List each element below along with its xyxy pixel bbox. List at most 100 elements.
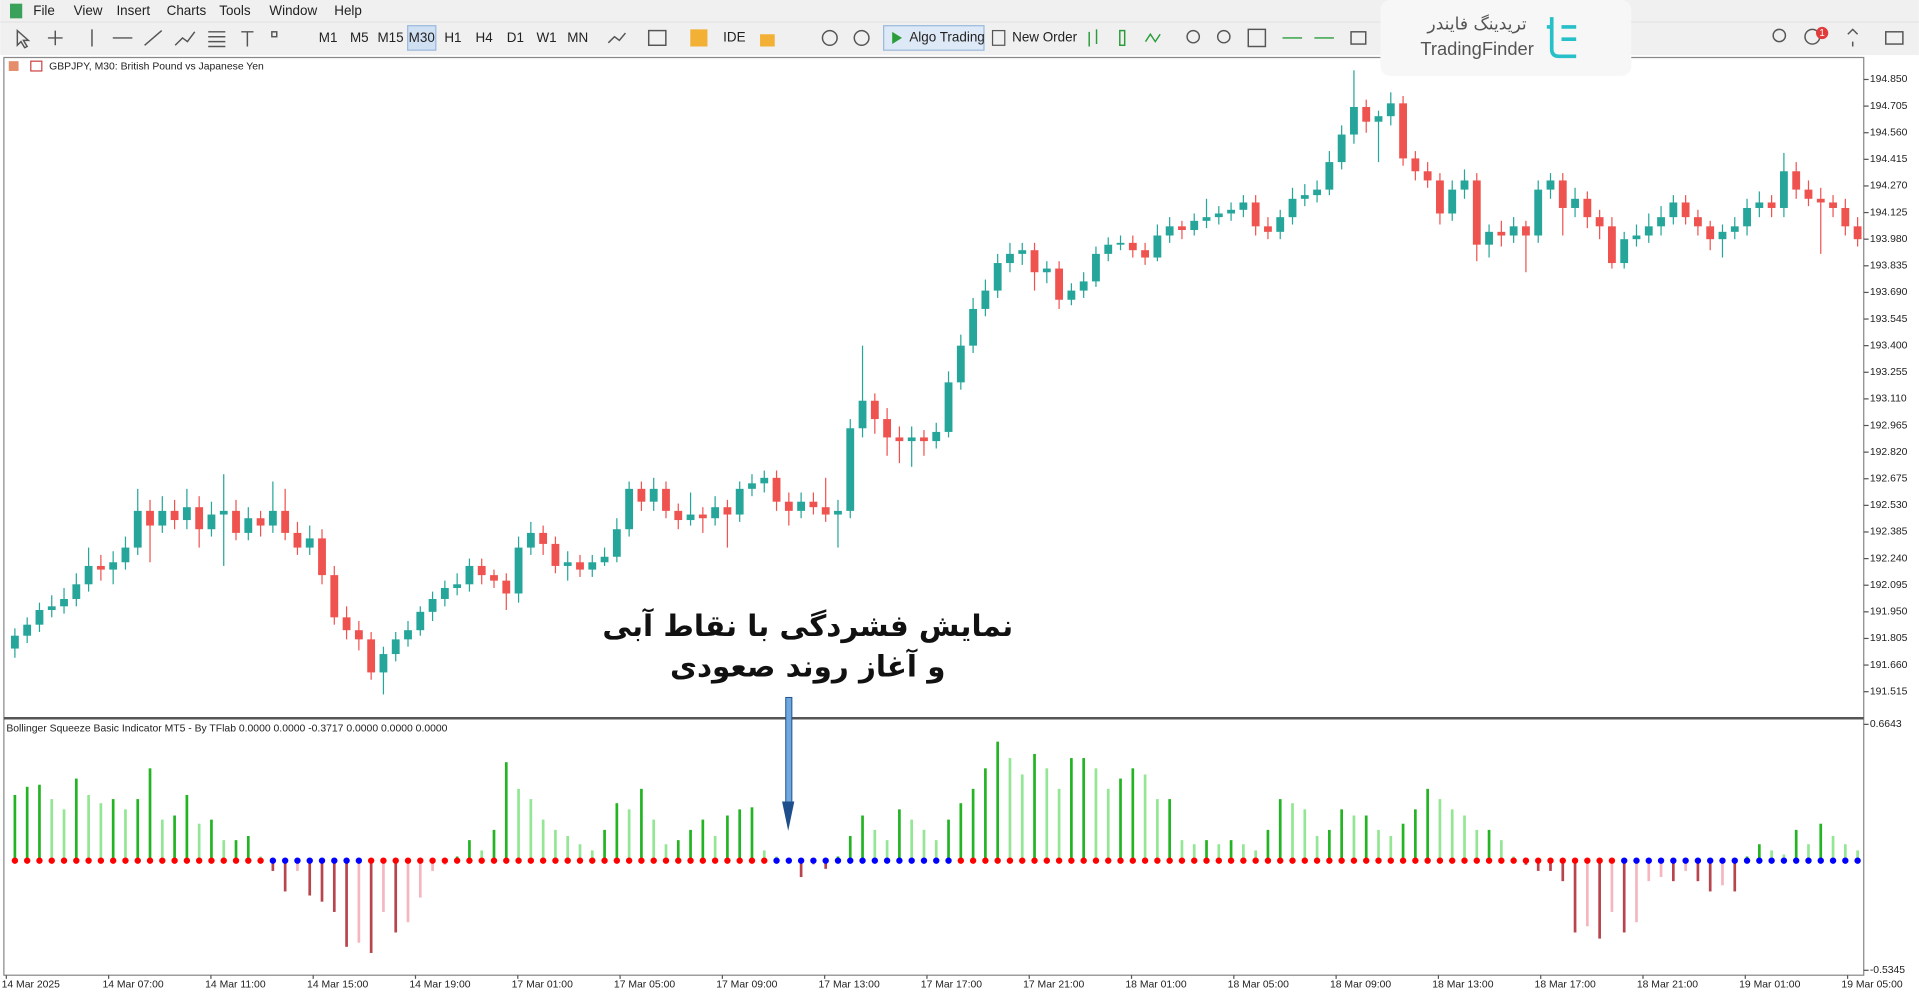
candle-body bbox=[760, 477, 769, 484]
histogram-bar bbox=[1598, 860, 1601, 939]
histogram-bar bbox=[62, 809, 66, 861]
signal-icon[interactable] bbox=[1847, 28, 1859, 47]
zoom-in-icon[interactable] bbox=[1186, 29, 1201, 44]
ide-label[interactable]: IDE bbox=[723, 29, 745, 44]
text-icon[interactable] bbox=[241, 31, 254, 47]
grid-icon[interactable] bbox=[1247, 28, 1267, 48]
candle-body bbox=[1276, 217, 1285, 232]
squeeze-dot bbox=[1080, 857, 1087, 864]
candle-body bbox=[96, 565, 105, 570]
crosshair-icon[interactable] bbox=[47, 30, 63, 46]
squeeze-dot bbox=[1375, 857, 1382, 864]
squeeze-dot bbox=[1707, 857, 1714, 864]
bars-icon[interactable] bbox=[1088, 29, 1098, 47]
market-icon[interactable] bbox=[690, 29, 708, 47]
histogram-bar bbox=[1364, 815, 1368, 861]
search-icon[interactable] bbox=[1772, 28, 1787, 43]
candle-body bbox=[1767, 202, 1776, 208]
histogram-bar bbox=[898, 809, 901, 861]
line-icon[interactable] bbox=[1144, 32, 1161, 43]
badge bbox=[1816, 26, 1829, 40]
histogram-bar bbox=[984, 768, 987, 861]
y-tick-label: 193.255 bbox=[1870, 367, 1908, 378]
signals-icon[interactable] bbox=[853, 29, 870, 47]
channel-icon[interactable] bbox=[174, 31, 196, 46]
menu-item[interactable]: Window bbox=[269, 3, 317, 18]
timeframe-button[interactable]: M5 bbox=[350, 30, 369, 45]
squeeze-dot bbox=[318, 857, 326, 864]
candle-body bbox=[1485, 231, 1493, 245]
candle-body bbox=[330, 575, 339, 618]
y-tick-label: 194.850 bbox=[1870, 74, 1908, 85]
shapes-icon[interactable] bbox=[271, 31, 278, 38]
candle-body bbox=[440, 587, 449, 599]
cursor-icon[interactable] bbox=[16, 28, 31, 49]
timeframe-button[interactable]: W1 bbox=[536, 30, 556, 45]
squeeze-dot bbox=[1731, 857, 1738, 864]
histogram-bar bbox=[1192, 844, 1196, 861]
timeframe-button[interactable]: M30 bbox=[409, 30, 435, 45]
indicators-icon[interactable] bbox=[647, 29, 667, 47]
squeeze-dot bbox=[1596, 857, 1603, 864]
y-tick-label: 191.515 bbox=[1870, 686, 1908, 697]
lock-icon[interactable] bbox=[760, 34, 775, 47]
candle-body bbox=[1006, 253, 1014, 264]
squeeze-dot bbox=[1461, 857, 1468, 864]
layout-icon[interactable] bbox=[1885, 31, 1904, 45]
menu-item[interactable]: File bbox=[33, 3, 55, 18]
candles-icon[interactable] bbox=[1119, 29, 1126, 47]
histogram-bar bbox=[1414, 809, 1417, 861]
menu-item[interactable]: Tools bbox=[219, 3, 251, 18]
timeframe-button[interactable]: H1 bbox=[444, 30, 461, 45]
timeframe-button[interactable]: D1 bbox=[507, 30, 524, 45]
squeeze-dot bbox=[859, 857, 866, 864]
algo-label[interactable]: Algo Trading bbox=[909, 29, 984, 44]
candle-body bbox=[1595, 217, 1604, 227]
squeeze-dot bbox=[1412, 857, 1419, 864]
candle-body bbox=[35, 609, 44, 625]
y-tick-label: 0.6643 bbox=[1870, 719, 1902, 730]
histogram-bar bbox=[1352, 815, 1356, 861]
squeeze-dot bbox=[957, 857, 965, 864]
histogram-bar bbox=[1684, 860, 1687, 871]
timeframe-button[interactable]: M15 bbox=[377, 30, 403, 45]
squeeze-dot bbox=[1277, 857, 1284, 864]
squeeze-dot bbox=[1633, 857, 1640, 864]
squeeze-dot bbox=[1657, 857, 1665, 864]
x-tick-label: 18 Mar 21:00 bbox=[1637, 980, 1698, 991]
menu-item[interactable]: Insert bbox=[116, 3, 150, 18]
toolbar-icons bbox=[16, 28, 1904, 49]
plot-frame bbox=[3, 56, 1865, 976]
trendline-icon[interactable] bbox=[144, 30, 163, 46]
timeframe-button[interactable]: H4 bbox=[476, 30, 494, 45]
candle-body bbox=[932, 431, 941, 442]
histogram-bar bbox=[1807, 844, 1810, 861]
histogram-bar bbox=[210, 819, 213, 861]
timeframe-button[interactable]: MN bbox=[567, 30, 588, 45]
candle-body bbox=[1104, 244, 1113, 254]
squeeze-dot bbox=[1584, 857, 1591, 864]
menu-item[interactable]: Help bbox=[334, 3, 362, 18]
screenshot-icon[interactable] bbox=[1350, 31, 1367, 45]
cloud-icon[interactable] bbox=[821, 29, 838, 47]
histogram-bar bbox=[50, 799, 54, 861]
chart-type-icon[interactable] bbox=[607, 32, 627, 44]
y-tick-label: 193.545 bbox=[1870, 314, 1908, 325]
histogram-bar bbox=[418, 860, 422, 898]
candle-body bbox=[563, 562, 572, 566]
histogram-bar bbox=[1757, 844, 1761, 861]
histogram-bar bbox=[111, 799, 115, 861]
squeeze-dot bbox=[1019, 857, 1026, 864]
order-label[interactable]: New Order bbox=[1012, 29, 1077, 44]
fibo-icon[interactable] bbox=[208, 31, 226, 48]
y-tick-label: 192.965 bbox=[1870, 420, 1908, 431]
candle-body bbox=[772, 477, 781, 502]
menu-item[interactable]: Charts bbox=[167, 3, 207, 18]
menu-item[interactable]: View bbox=[74, 3, 103, 18]
candle-body bbox=[1067, 290, 1076, 300]
histogram-bar bbox=[160, 819, 164, 861]
zoom-out-icon[interactable] bbox=[1216, 29, 1231, 44]
timeframe-button[interactable]: M1 bbox=[319, 30, 338, 45]
candle-body bbox=[1669, 202, 1678, 218]
histogram-bar bbox=[1721, 860, 1724, 886]
